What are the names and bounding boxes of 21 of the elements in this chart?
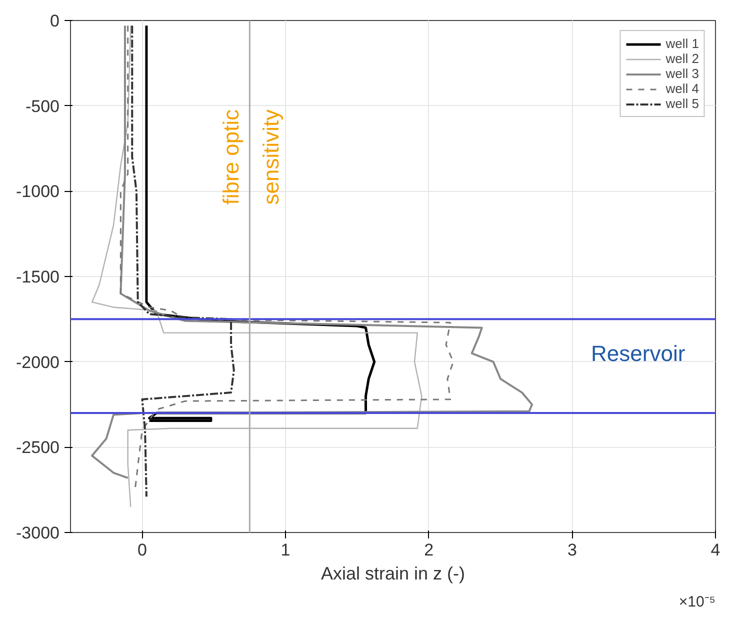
y-tick-label: -1000 [16, 182, 60, 202]
legend-label: well 4 [666, 81, 699, 96]
legend-label: well 3 [666, 66, 699, 81]
x-tick-label: 3 [567, 540, 577, 560]
x-tick-label: 1 [280, 540, 290, 560]
y-tick-label: -1500 [16, 268, 60, 286]
legend-label: well 5 [666, 96, 699, 111]
text: ×10⁻⁵ [678, 594, 716, 610]
annotation: Reservoir [591, 340, 686, 366]
y-tick-label: 0 [50, 12, 60, 30]
x-tick-label: 0 [137, 540, 147, 560]
ref-line-label: fibre optic sensitivity [218, 109, 284, 205]
y-tick-label: -2000 [16, 352, 60, 372]
y-tick-label: -3000 [16, 524, 60, 542]
legend-label: well 2 [666, 51, 699, 66]
legend-label: well 1 [666, 36, 699, 51]
x-tick-label: 4 [710, 540, 720, 560]
y-tick-label: -500 [25, 96, 60, 116]
x-axis-title: Axial strain in z (-) [320, 564, 466, 584]
x-tick-label: 2 [424, 540, 434, 560]
y-tick-label: -2500 [16, 438, 60, 458]
